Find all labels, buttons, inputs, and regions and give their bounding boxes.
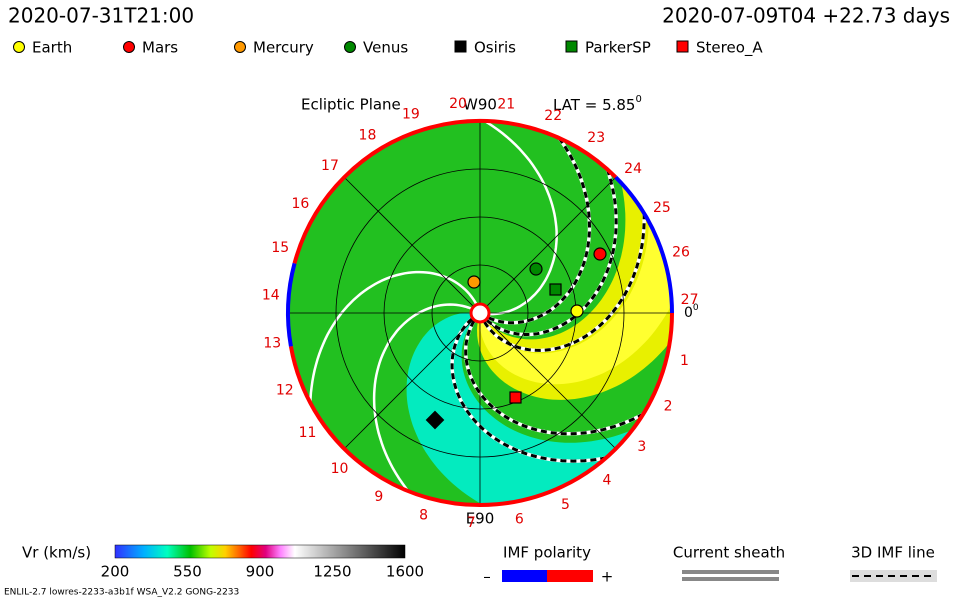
legend-label: Mercury	[253, 39, 314, 57]
imf-label: IMF polarity	[503, 544, 591, 562]
rotation-label: 1	[680, 353, 689, 369]
lat-label: LAT = 5.850	[553, 94, 642, 114]
field-line	[409, 121, 592, 325]
rotation-label: 18	[359, 128, 377, 144]
colorbar-tick-label: 900	[246, 563, 275, 581]
imf-minus: –	[483, 568, 491, 586]
field-line	[372, 303, 562, 505]
rotation-label: 16	[291, 196, 309, 212]
lat-sup: 0	[635, 94, 641, 105]
rotation-label: 7	[467, 515, 476, 531]
rotation-label: 11	[299, 425, 317, 441]
colorbar-tick-label: 550	[173, 563, 202, 581]
rotation-label: 8	[419, 507, 428, 523]
rotation-label: 26	[672, 244, 690, 260]
rotation-label: 24	[624, 161, 642, 177]
zero-text: 0	[684, 305, 693, 321]
legend: Earth Mars Mercury Venus Osiris ParkerSP Stere…	[13, 39, 763, 58]
rotation-label: 12	[276, 382, 294, 398]
rotation-label: 22	[544, 108, 562, 124]
rotation-label: 15	[271, 240, 289, 256]
sun	[469, 302, 491, 324]
legend-label: Stereo_A	[696, 39, 763, 58]
field-line	[485, 121, 618, 336]
sheath-line	[682, 577, 779, 581]
sheath-label: Current sheath	[673, 544, 785, 562]
rotation-label: 13	[263, 336, 281, 352]
polarity-border	[286, 262, 297, 347]
legend-marker	[676, 40, 689, 53]
field-line	[464, 276, 672, 436]
rotation-label: 4	[603, 472, 612, 488]
rotation-label: 14	[262, 287, 280, 303]
imf-plus: +	[601, 568, 614, 586]
polarity-border	[614, 175, 674, 314]
field-line	[314, 121, 558, 316]
imf-negative	[502, 570, 547, 582]
header-right: 2020-07-09T04 +22.73 days	[662, 4, 950, 28]
rotation-label: 10	[331, 461, 349, 477]
rotation-label: 25	[653, 200, 671, 216]
rotation-label: 9	[374, 489, 383, 505]
spacecraft-markers	[425, 247, 607, 430]
rotation-label: 3	[637, 439, 646, 455]
rotation-label: 27	[681, 292, 699, 308]
polarity-border	[288, 312, 674, 507]
legend-label: Earth	[32, 39, 72, 57]
legend-marker	[123, 41, 135, 53]
plot-title: Ecliptic Plane	[301, 96, 401, 114]
rotation-label: 21	[497, 97, 515, 113]
field-line	[450, 317, 672, 463]
colorbar	[114, 544, 406, 559]
legend-label: Mars	[142, 39, 178, 57]
bottom-label: E90	[466, 510, 495, 528]
legend-marker	[565, 40, 578, 53]
colorbar-tick-label: 200	[101, 563, 130, 581]
header-left: 2020-07-31T21:00	[8, 4, 194, 28]
lat-text: LAT = 5.85	[553, 96, 635, 114]
colorbar-tick-label: 1250	[313, 563, 351, 581]
field-line	[483, 121, 646, 352]
legend-label: Venus	[363, 39, 408, 57]
footer: ENLIL-2.7 lowres-2233-a3b1f WSA_V2.2 GON…	[4, 588, 239, 598]
imf-positive	[547, 570, 593, 582]
colorbar-tick-label: 1600	[386, 563, 424, 581]
legend-label: ParkerSP	[585, 39, 651, 57]
rotation-label: 23	[587, 130, 605, 146]
legend-marker	[344, 41, 356, 53]
legend-marker	[13, 41, 25, 53]
imf3d-label: 3D IMF line	[851, 544, 935, 562]
colorbar-label: Vr (km/s)	[22, 544, 91, 562]
rotation-label: 2	[664, 398, 673, 414]
sheath-line	[682, 570, 779, 574]
rotation-label: 20	[449, 96, 467, 112]
legend-label: Osiris	[474, 39, 516, 57]
rotation-label: 19	[402, 107, 420, 123]
zero-sup: 0	[693, 303, 699, 313]
rotation-label: 17	[321, 158, 339, 174]
zero-label: 00	[684, 303, 699, 322]
rotation-label: 5	[561, 497, 570, 513]
rotation-label: 6	[515, 511, 524, 527]
polarity-border	[292, 119, 618, 264]
legend-marker	[234, 41, 246, 53]
top-label: W90	[463, 96, 497, 114]
legend-marker	[454, 40, 467, 53]
